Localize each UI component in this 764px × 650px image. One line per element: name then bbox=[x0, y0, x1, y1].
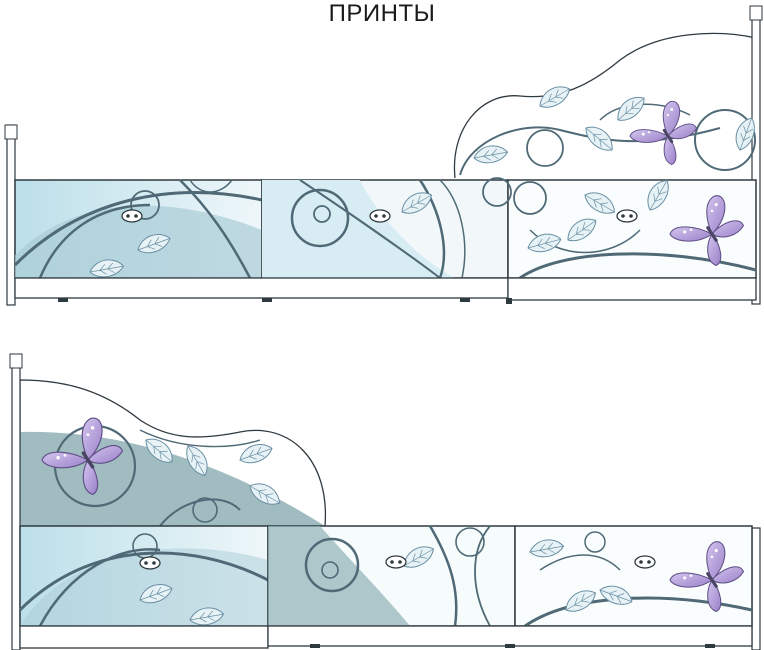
drawer-panel bbox=[18, 525, 269, 628]
drawer-panel bbox=[267, 525, 516, 627]
headboard-print bbox=[459, 80, 760, 207]
drawer-panel bbox=[507, 175, 757, 280]
right-post bbox=[751, 527, 761, 650]
drawer-handle-icon bbox=[139, 556, 161, 570]
bed-view-top bbox=[4, 5, 763, 306]
drawer-panel bbox=[13, 179, 263, 280]
left-post bbox=[11, 357, 21, 650]
drawer-handle-icon bbox=[385, 555, 407, 569]
drawer-handle-icon bbox=[616, 209, 638, 223]
headboard-outline bbox=[453, 32, 757, 179]
base-rail bbox=[19, 625, 269, 649]
base-rail bbox=[14, 277, 509, 299]
drawer-panel bbox=[261, 179, 509, 279]
bed-view-bottom bbox=[9, 353, 761, 650]
page-title: ПРИНТЫ bbox=[328, 0, 436, 27]
drawer-handle-icon bbox=[121, 209, 143, 223]
drawer-handle-icon bbox=[369, 209, 391, 223]
left-post bbox=[6, 124, 16, 306]
drawer-handle-icon bbox=[634, 555, 656, 569]
drawer-panel bbox=[514, 525, 753, 628]
